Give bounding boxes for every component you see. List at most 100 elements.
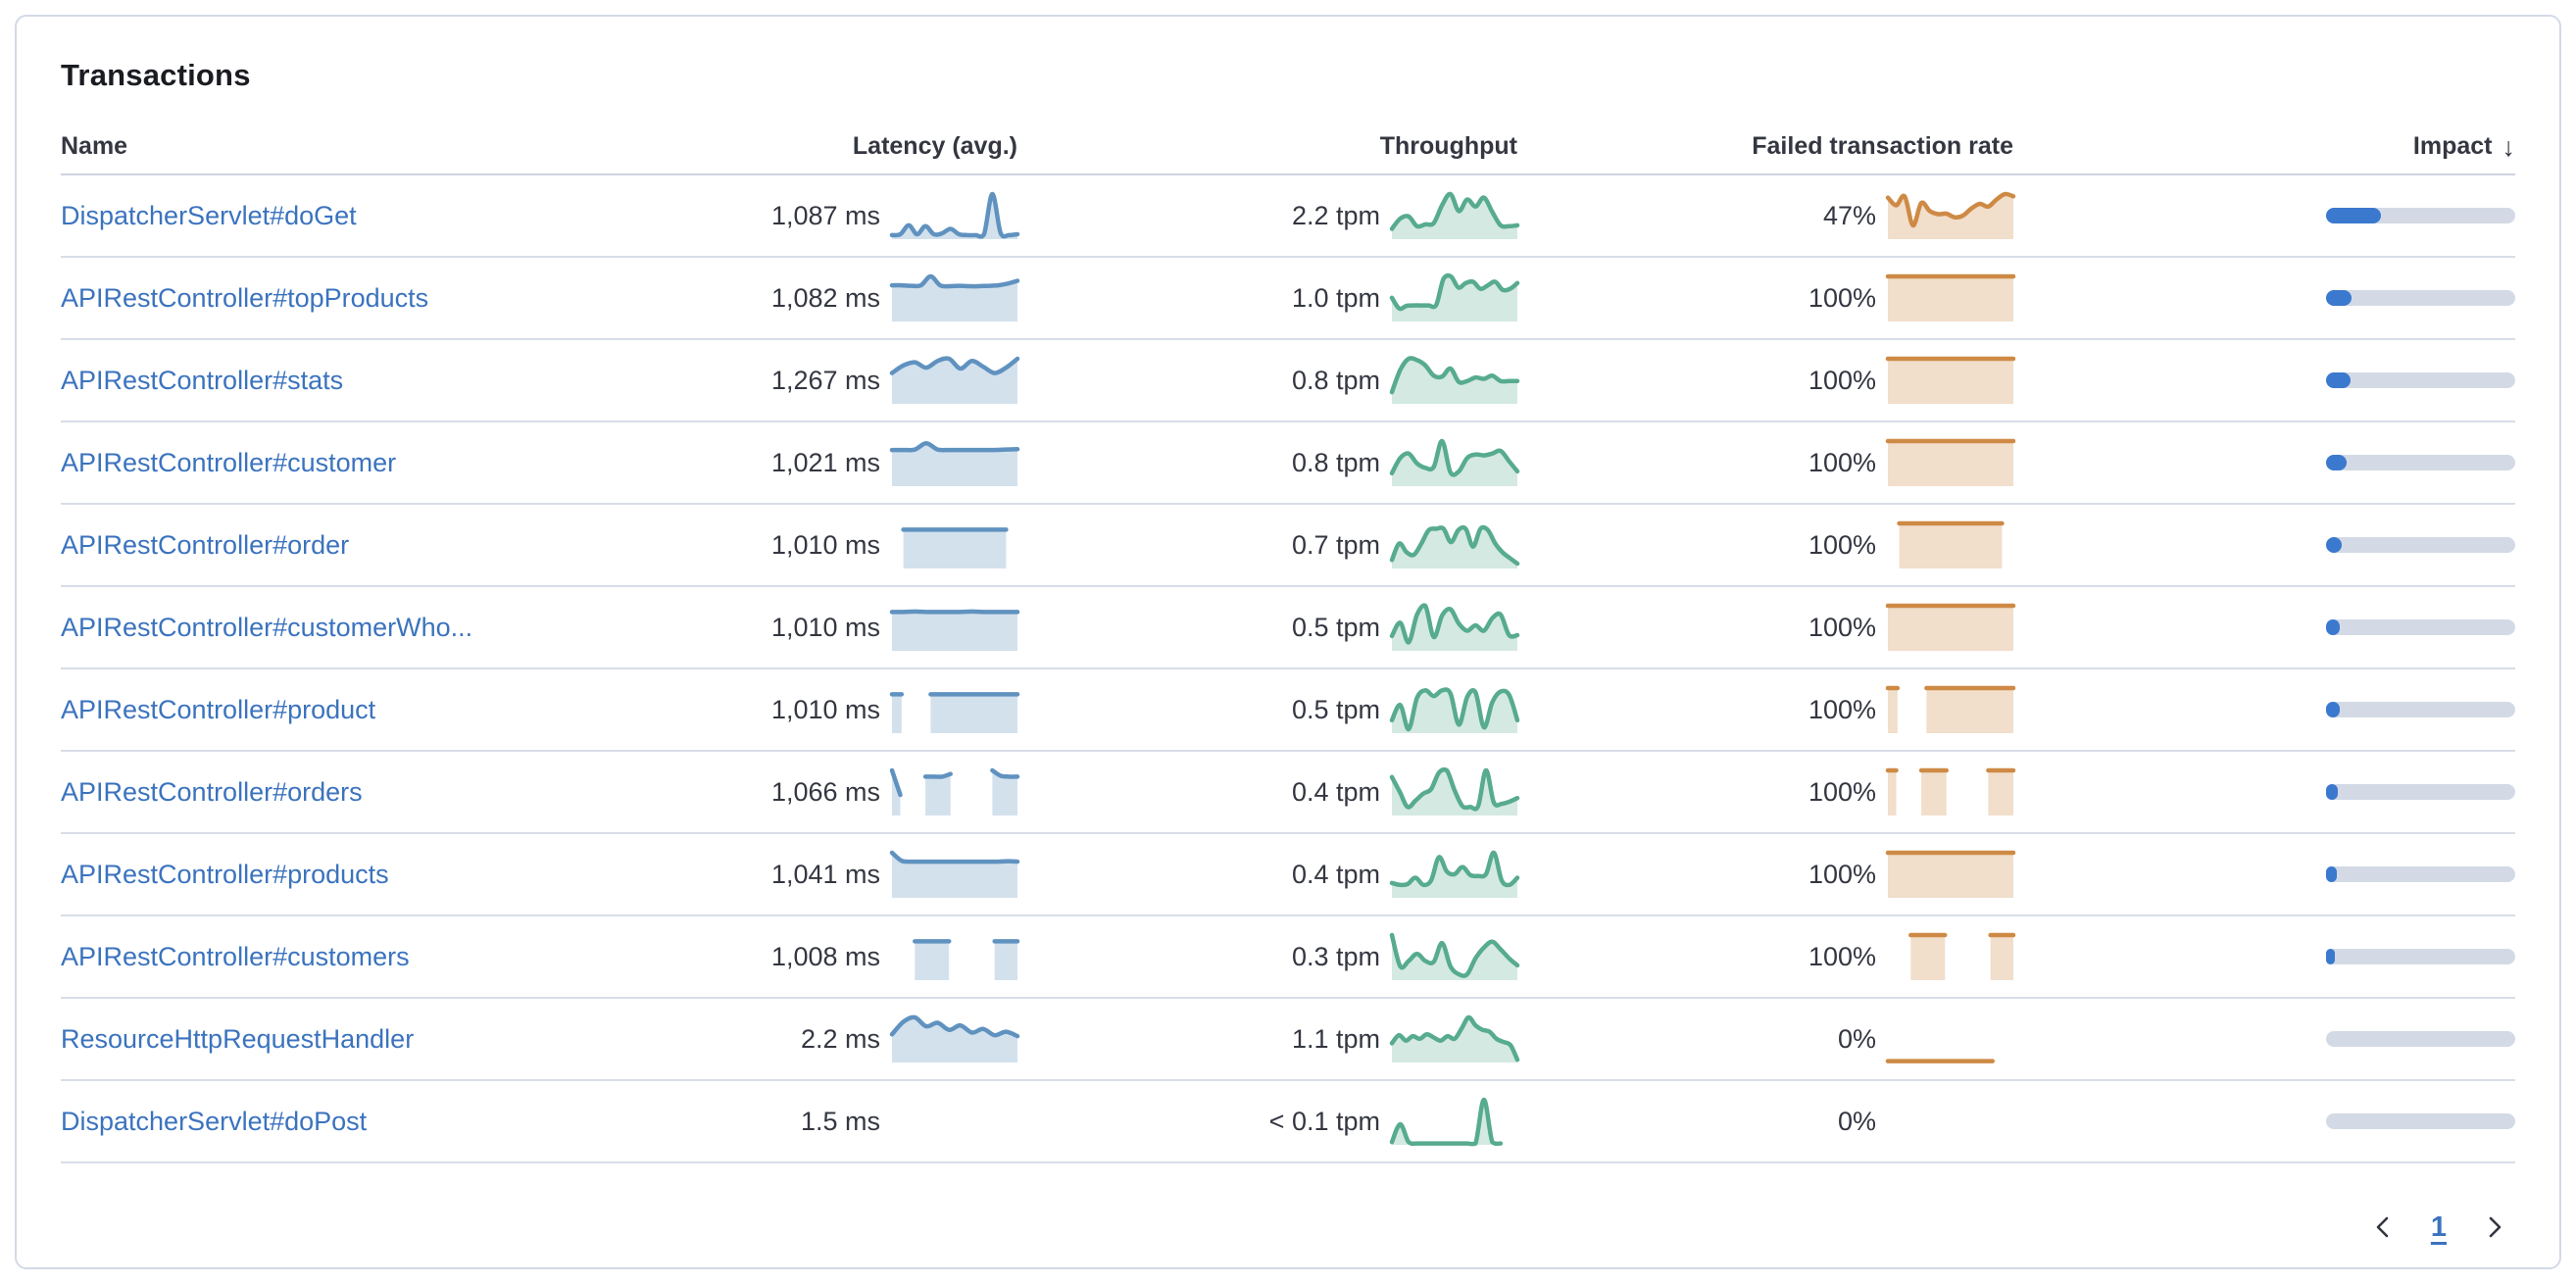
failed-rate-value: 0%	[1837, 1106, 1876, 1136]
failed-rate-sparkline	[1908, 932, 2016, 980]
impact-cell	[2013, 1031, 2515, 1047]
next-page-button[interactable]	[2474, 1207, 2515, 1248]
failed-rate-value: 100%	[1808, 941, 1876, 971]
latency-cell: 1,082 ms	[567, 272, 1020, 323]
latency-sparkline	[889, 609, 1020, 651]
transaction-link[interactable]: APIRestController#order	[61, 529, 350, 560]
impact-bar-fill	[2326, 702, 2340, 717]
failed-rate-cell: 100%	[1517, 355, 2016, 406]
throughput-value: < 0.1 tpm	[1268, 1106, 1380, 1136]
page-1-button[interactable]: 1	[2427, 1211, 2451, 1244]
impact-bar	[2326, 1113, 2515, 1129]
transaction-link[interactable]: APIRestController#product	[61, 694, 376, 724]
latency-sparkline	[901, 527, 1009, 568]
table-header: Name Latency (avg.) Throughput Failed tr…	[61, 119, 2515, 175]
table-row: APIRestController#stats 1,267 ms 0.8 tpm…	[61, 340, 2515, 422]
failed-rate-value: 100%	[1808, 776, 1876, 807]
latency-value: 1,041 ms	[770, 859, 880, 889]
sort-descending-icon: ↓	[2502, 131, 2516, 162]
transaction-link[interactable]: APIRestController#customerWho...	[61, 612, 473, 642]
throughput-sparkline	[1389, 603, 1520, 651]
latency-value: 1.5 ms	[800, 1106, 880, 1136]
failed-rate-value: 100%	[1808, 447, 1876, 477]
throughput-sparkline	[1389, 1097, 1504, 1147]
column-header-latency[interactable]: Latency (avg.)	[852, 131, 1017, 160]
failed-rate-sparkline	[1897, 520, 2005, 568]
latency-cell: 1,041 ms	[567, 849, 1020, 900]
table-row: APIRestController#customerWho... 1,010 m…	[61, 587, 2515, 669]
throughput-value: 0.5 tpm	[1291, 612, 1380, 642]
previous-page-button[interactable]	[2362, 1207, 2403, 1248]
failed-rate-sparkline	[1885, 191, 2016, 239]
transaction-link[interactable]: ResourceHttpRequestHandler	[61, 1023, 415, 1054]
table-row: APIRestController#product 1,010 ms 0.5 t…	[61, 669, 2515, 752]
impact-bar	[2326, 866, 2515, 882]
column-header-name[interactable]: Name	[61, 131, 128, 160]
failed-rate-sparkline	[1885, 603, 2016, 651]
throughput-sparkline	[1389, 766, 1520, 815]
latency-sparkline	[889, 191, 1020, 239]
pagination: 1	[61, 1207, 2515, 1248]
throughput-sparkline	[1389, 191, 1520, 239]
latency-value: 1,066 ms	[770, 776, 880, 807]
column-header-failed-rate[interactable]: Failed transaction rate	[1752, 131, 2013, 160]
transaction-link[interactable]: APIRestController#orders	[61, 776, 363, 807]
throughput-sparkline	[1389, 356, 1520, 404]
name-cell: APIRestController#customer	[61, 448, 567, 478]
transaction-link[interactable]: DispatcherServlet#doPost	[61, 1106, 368, 1136]
latency-cell: 1,267 ms	[567, 355, 1020, 406]
throughput-value: 0.5 tpm	[1291, 694, 1380, 724]
panel-title: Transactions	[61, 58, 251, 92]
latency-value: 2.2 ms	[800, 1023, 880, 1054]
transaction-link[interactable]: APIRestController#customer	[61, 447, 397, 477]
throughput-value: 1.0 tpm	[1291, 282, 1380, 313]
failed-rate-value: 100%	[1808, 612, 1876, 642]
name-cell: DispatcherServlet#doGet	[61, 201, 567, 231]
throughput-value: 0.3 tpm	[1291, 941, 1380, 971]
table-row: APIRestController#products 1,041 ms 0.4 …	[61, 834, 2515, 916]
throughput-cell: < 0.1 tpm	[1017, 1096, 1517, 1147]
failed-rate-sparkline	[1885, 850, 2016, 898]
failed-rate-value: 100%	[1808, 282, 1876, 313]
transaction-link[interactable]: APIRestController#topProducts	[61, 282, 429, 313]
impact-bar-fill	[2326, 537, 2343, 553]
latency-cell: 1,021 ms	[567, 437, 1020, 488]
throughput-sparkline	[1389, 1014, 1520, 1062]
transaction-link[interactable]: APIRestController#products	[61, 859, 389, 889]
throughput-value: 0.7 tpm	[1291, 529, 1380, 560]
latency-sparkline	[889, 356, 1020, 404]
impact-cell	[2013, 949, 2515, 964]
name-cell: ResourceHttpRequestHandler	[61, 1024, 567, 1055]
throughput-cell: 1.1 tpm	[1017, 1013, 1520, 1064]
impact-bar-fill	[2326, 372, 2352, 388]
latency-cell: 1,087 ms	[567, 190, 1020, 241]
throughput-sparkline	[1389, 524, 1520, 568]
failed-rate-sparkline	[1885, 273, 2016, 321]
column-header-throughput[interactable]: Throughput	[1379, 131, 1517, 160]
latency-value: 1,010 ms	[770, 694, 880, 724]
chevron-left-icon	[2376, 1216, 2389, 1238]
throughput-cell: 0.5 tpm	[1017, 684, 1520, 735]
table-row: ResourceHttpRequestHandler 2.2 ms 1.1 tp…	[61, 999, 2515, 1081]
throughput-sparkline	[1389, 687, 1520, 733]
transaction-link[interactable]: DispatcherServlet#doGet	[61, 200, 357, 230]
throughput-sparkline	[1389, 850, 1520, 898]
impact-cell	[2013, 1113, 2515, 1129]
throughput-value: 0.8 tpm	[1291, 365, 1380, 395]
impact-cell	[2013, 702, 2515, 717]
transaction-link[interactable]: APIRestController#stats	[61, 365, 344, 395]
latency-value: 1,082 ms	[770, 282, 880, 313]
transaction-link[interactable]: APIRestController#customers	[61, 941, 410, 971]
failed-rate-cell: 100%	[1517, 519, 2013, 570]
table-row: APIRestController#topProducts 1,082 ms 1…	[61, 258, 2515, 340]
impact-bar-fill	[2326, 619, 2341, 635]
table-row: DispatcherServlet#doGet 1,087 ms 2.2 tpm…	[61, 175, 2515, 258]
name-cell: APIRestController#stats	[61, 366, 567, 396]
latency-sparkline	[889, 692, 1020, 733]
throughput-cell: 0.7 tpm	[1017, 519, 1520, 570]
impact-cell	[2013, 537, 2515, 553]
transactions-panel: Transactions Name Latency (avg.) Through…	[15, 15, 2561, 1269]
throughput-cell: 1.0 tpm	[1017, 272, 1520, 323]
latency-value: 1,087 ms	[770, 200, 880, 230]
column-header-impact[interactable]: Impact ↓	[2013, 131, 2515, 162]
